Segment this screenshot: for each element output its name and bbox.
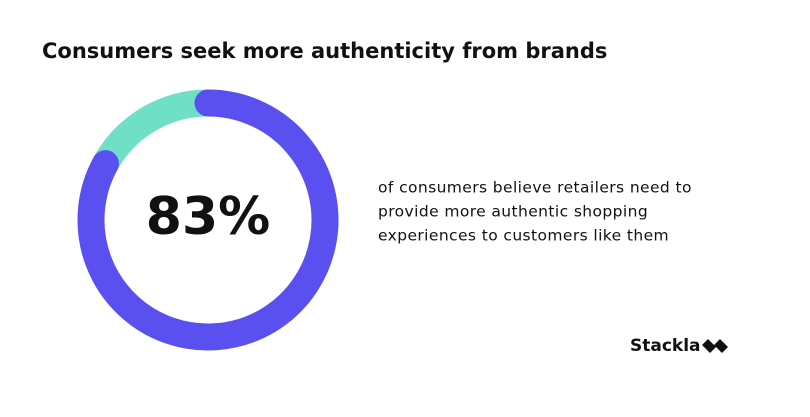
brand-name: Stackla (630, 336, 701, 356)
description-line: provide more authentic shopping (378, 203, 648, 221)
logo-mark (702, 339, 728, 353)
center-label: 83% (146, 187, 270, 247)
donut (77, 89, 339, 351)
description-line: experiences to customers like them (378, 227, 669, 245)
description-line: of consumers believe retailers need to (378, 179, 692, 197)
chart-title: Consumers seek more authenticity from br… (42, 39, 607, 63)
donut-segment (93, 89, 209, 171)
brand-logo (702, 339, 728, 353)
description: of consumers believe retailers need to p… (378, 179, 692, 245)
donut-segment (77, 89, 339, 351)
